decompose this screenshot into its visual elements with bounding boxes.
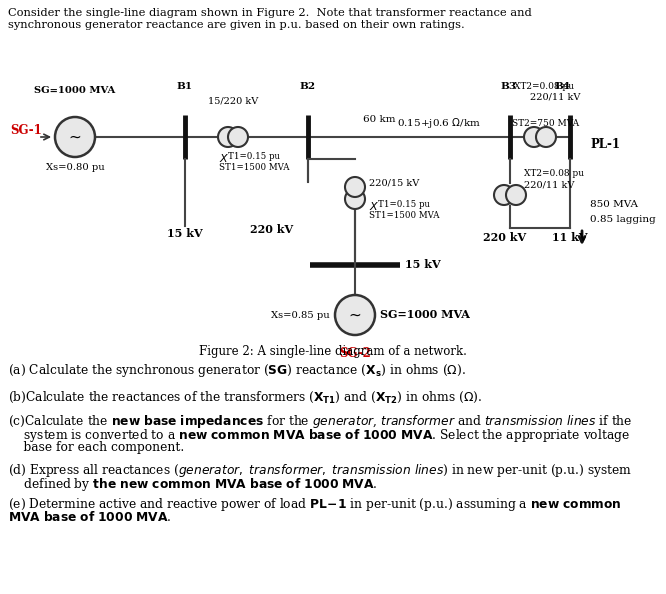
Text: XT2=0.08 pu: XT2=0.08 pu bbox=[514, 82, 574, 91]
Text: (b)Calculate the reactances of the transformers ($\mathbf{X_{T1}}$) and ($\mathb: (b)Calculate the reactances of the trans… bbox=[8, 390, 482, 405]
Text: B2: B2 bbox=[300, 82, 316, 91]
Text: 60 km: 60 km bbox=[363, 115, 395, 124]
Text: $X$: $X$ bbox=[369, 200, 380, 212]
Text: PL-1: PL-1 bbox=[590, 138, 620, 151]
Text: T1=0.15 pu: T1=0.15 pu bbox=[228, 152, 280, 161]
Text: ~: ~ bbox=[69, 129, 81, 144]
Text: T1=0.15 pu: T1=0.15 pu bbox=[378, 200, 430, 209]
Circle shape bbox=[335, 295, 375, 335]
Text: (c)Calculate the $\mathbf{new\ base\ impedances}$ for the $\mathit{generator}$, : (c)Calculate the $\mathbf{new\ base\ imp… bbox=[8, 413, 633, 430]
Text: 220 kV: 220 kV bbox=[484, 232, 527, 243]
Text: base for each component.: base for each component. bbox=[8, 441, 184, 454]
Text: 220/15 kV: 220/15 kV bbox=[369, 179, 420, 188]
Text: 220/11 kV: 220/11 kV bbox=[530, 92, 580, 101]
Text: SG-1: SG-1 bbox=[10, 125, 42, 137]
Text: 15/220 kV: 15/220 kV bbox=[208, 97, 258, 106]
Text: B1: B1 bbox=[177, 82, 193, 91]
Text: Xs=0.80 pu: Xs=0.80 pu bbox=[46, 163, 105, 172]
Circle shape bbox=[536, 127, 556, 147]
Text: $X$: $X$ bbox=[219, 152, 229, 164]
Circle shape bbox=[494, 185, 514, 205]
Text: 15 kV: 15 kV bbox=[405, 260, 441, 270]
Text: SG=1000 MVA: SG=1000 MVA bbox=[35, 86, 116, 95]
Text: $\mathbf{MVA\ base\ of\ 1000\ MVA}$.: $\mathbf{MVA\ base\ of\ 1000\ MVA}$. bbox=[8, 510, 171, 524]
Text: ~: ~ bbox=[348, 308, 362, 323]
Circle shape bbox=[218, 127, 238, 147]
Circle shape bbox=[524, 127, 544, 147]
Text: 220 kV: 220 kV bbox=[250, 224, 293, 235]
Text: 0.85 lagging: 0.85 lagging bbox=[590, 215, 656, 224]
Text: Xs=0.85 pu: Xs=0.85 pu bbox=[271, 311, 330, 320]
Text: 220/11 kV: 220/11 kV bbox=[524, 181, 574, 190]
Text: 0.15+j0.6 $\Omega$/km: 0.15+j0.6 $\Omega$/km bbox=[397, 116, 481, 130]
Text: Figure 2: A single-line diagram of a network.: Figure 2: A single-line diagram of a net… bbox=[199, 345, 467, 358]
Text: Consider the single-line diagram shown in Figure 2.  Note that transformer react: Consider the single-line diagram shown i… bbox=[8, 8, 531, 18]
Text: (e) Determine active and reactive power of load $\mathbf{PL\!-\!1}$ in per-unit : (e) Determine active and reactive power … bbox=[8, 496, 622, 513]
Text: defined by $\mathbf{the\ new\ common\ MVA\ base\ of\ 1000\ MVA}$.: defined by $\mathbf{the\ new\ common\ MV… bbox=[8, 476, 378, 493]
Text: 11 kV: 11 kV bbox=[552, 232, 588, 243]
Text: SG-2: SG-2 bbox=[339, 347, 371, 360]
Text: synchronous generator reactance are given in p.u. based on their own ratings.: synchronous generator reactance are give… bbox=[8, 20, 465, 30]
Text: ST1=1500 MVA: ST1=1500 MVA bbox=[219, 163, 290, 172]
Text: ST2=750 MVA: ST2=750 MVA bbox=[512, 119, 579, 128]
Text: B4: B4 bbox=[554, 82, 570, 91]
Circle shape bbox=[55, 117, 95, 157]
Circle shape bbox=[228, 127, 248, 147]
Circle shape bbox=[345, 177, 365, 197]
Circle shape bbox=[506, 185, 526, 205]
Text: system is converted to a $\mathbf{new\ common\ MVA\ base\ of\ 1000\ MVA}$. Selec: system is converted to a $\mathbf{new\ c… bbox=[8, 427, 630, 444]
Text: ST1=1500 MVA: ST1=1500 MVA bbox=[369, 211, 440, 220]
Text: 850 MVA: 850 MVA bbox=[590, 200, 638, 209]
Circle shape bbox=[345, 189, 365, 209]
Text: (d) Express all reactances ($\mathit{generator,\ transformer,\ transmission\ lin: (d) Express all reactances ($\mathit{gen… bbox=[8, 462, 632, 479]
Text: SG=1000 MVA: SG=1000 MVA bbox=[380, 309, 470, 321]
Text: B3: B3 bbox=[500, 82, 516, 91]
Text: XT2=0.08 pu: XT2=0.08 pu bbox=[524, 169, 584, 178]
Text: 15 kV: 15 kV bbox=[167, 228, 203, 239]
Text: (a) Calculate the synchronous generator ($\mathbf{SG}$) reactance ($\mathbf{X_s}: (a) Calculate the synchronous generator … bbox=[8, 362, 466, 379]
